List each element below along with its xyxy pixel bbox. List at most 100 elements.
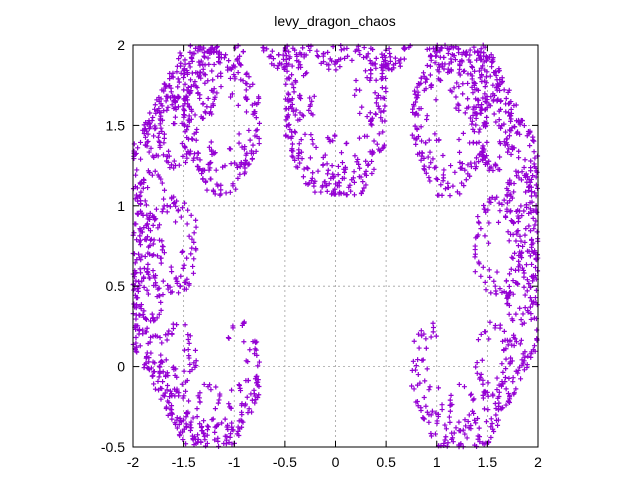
data-point	[231, 72, 237, 78]
data-point	[501, 197, 507, 203]
data-point	[510, 317, 516, 323]
data-point	[161, 131, 167, 137]
data-point	[419, 357, 425, 363]
data-point	[467, 59, 473, 65]
data-point	[483, 121, 489, 127]
data-point	[160, 206, 166, 212]
data-point	[360, 179, 366, 185]
data-point	[193, 217, 199, 223]
data-point	[517, 341, 523, 347]
data-point	[476, 259, 482, 265]
data-point	[531, 161, 537, 167]
data-point	[456, 46, 462, 52]
data-point	[256, 141, 262, 147]
data-point	[527, 253, 533, 259]
data-point	[468, 422, 474, 428]
data-point	[144, 143, 150, 149]
data-point	[162, 81, 168, 87]
data-point	[528, 165, 534, 171]
data-point	[174, 388, 180, 394]
data-point	[244, 81, 250, 87]
data-point	[235, 428, 241, 434]
data-point	[167, 83, 173, 89]
data-point	[447, 419, 453, 425]
data-point	[452, 57, 458, 63]
data-point	[497, 154, 503, 160]
data-point	[247, 347, 253, 353]
data-point	[149, 253, 155, 259]
data-point	[179, 381, 185, 387]
data-point	[428, 57, 434, 63]
data-point	[487, 274, 493, 280]
data-point	[186, 398, 192, 404]
data-point	[150, 153, 156, 159]
data-point	[503, 95, 509, 101]
data-point	[254, 339, 260, 345]
data-point	[169, 194, 175, 200]
data-point	[189, 367, 195, 373]
data-point	[158, 359, 164, 365]
data-point	[252, 133, 258, 139]
data-point	[510, 291, 516, 297]
data-point	[329, 163, 335, 169]
data-point	[312, 189, 318, 195]
data-point	[308, 132, 314, 138]
data-point	[147, 110, 153, 116]
data-point	[504, 206, 510, 212]
data-point	[523, 189, 529, 195]
data-point	[413, 111, 419, 117]
data-point	[420, 70, 426, 76]
data-point	[190, 270, 196, 276]
data-point	[187, 43, 193, 49]
data-point	[504, 136, 510, 142]
data-point	[152, 168, 158, 174]
data-point	[243, 159, 249, 165]
data-point	[246, 406, 252, 412]
data-point	[145, 225, 151, 231]
data-point	[369, 148, 375, 154]
data-point	[175, 208, 181, 214]
data-point	[236, 383, 242, 389]
data-point	[531, 315, 537, 321]
data-point	[432, 49, 438, 55]
data-point	[465, 162, 471, 168]
data-point	[239, 409, 245, 415]
data-point	[230, 323, 236, 329]
data-point	[476, 220, 482, 226]
data-point	[309, 137, 315, 143]
data-point	[435, 414, 441, 420]
data-point	[283, 57, 289, 63]
data-point	[315, 54, 321, 60]
data-point	[176, 56, 182, 62]
data-point	[496, 82, 502, 88]
data-point	[159, 87, 165, 93]
data-point	[178, 214, 184, 220]
data-point	[486, 440, 492, 446]
data-point	[377, 148, 383, 154]
data-point	[145, 271, 151, 277]
data-point	[238, 159, 244, 165]
data-point	[461, 384, 467, 390]
data-point	[239, 144, 245, 150]
data-point	[523, 226, 529, 232]
data-point	[493, 417, 499, 423]
data-point	[256, 95, 262, 101]
data-point	[508, 218, 514, 224]
data-point	[289, 63, 295, 69]
data-point	[338, 150, 344, 156]
data-point	[165, 93, 171, 99]
data-point	[435, 385, 441, 391]
data-point	[434, 418, 440, 424]
data-point	[321, 59, 327, 65]
data-point	[198, 75, 204, 81]
data-point	[341, 46, 347, 52]
data-point	[240, 49, 246, 55]
data-point	[191, 230, 197, 236]
data-point	[472, 417, 478, 423]
data-point	[509, 144, 515, 150]
data-point	[290, 108, 296, 114]
data-point	[132, 346, 138, 352]
data-point	[367, 58, 373, 64]
data-point	[185, 332, 191, 338]
data-point	[477, 126, 483, 132]
